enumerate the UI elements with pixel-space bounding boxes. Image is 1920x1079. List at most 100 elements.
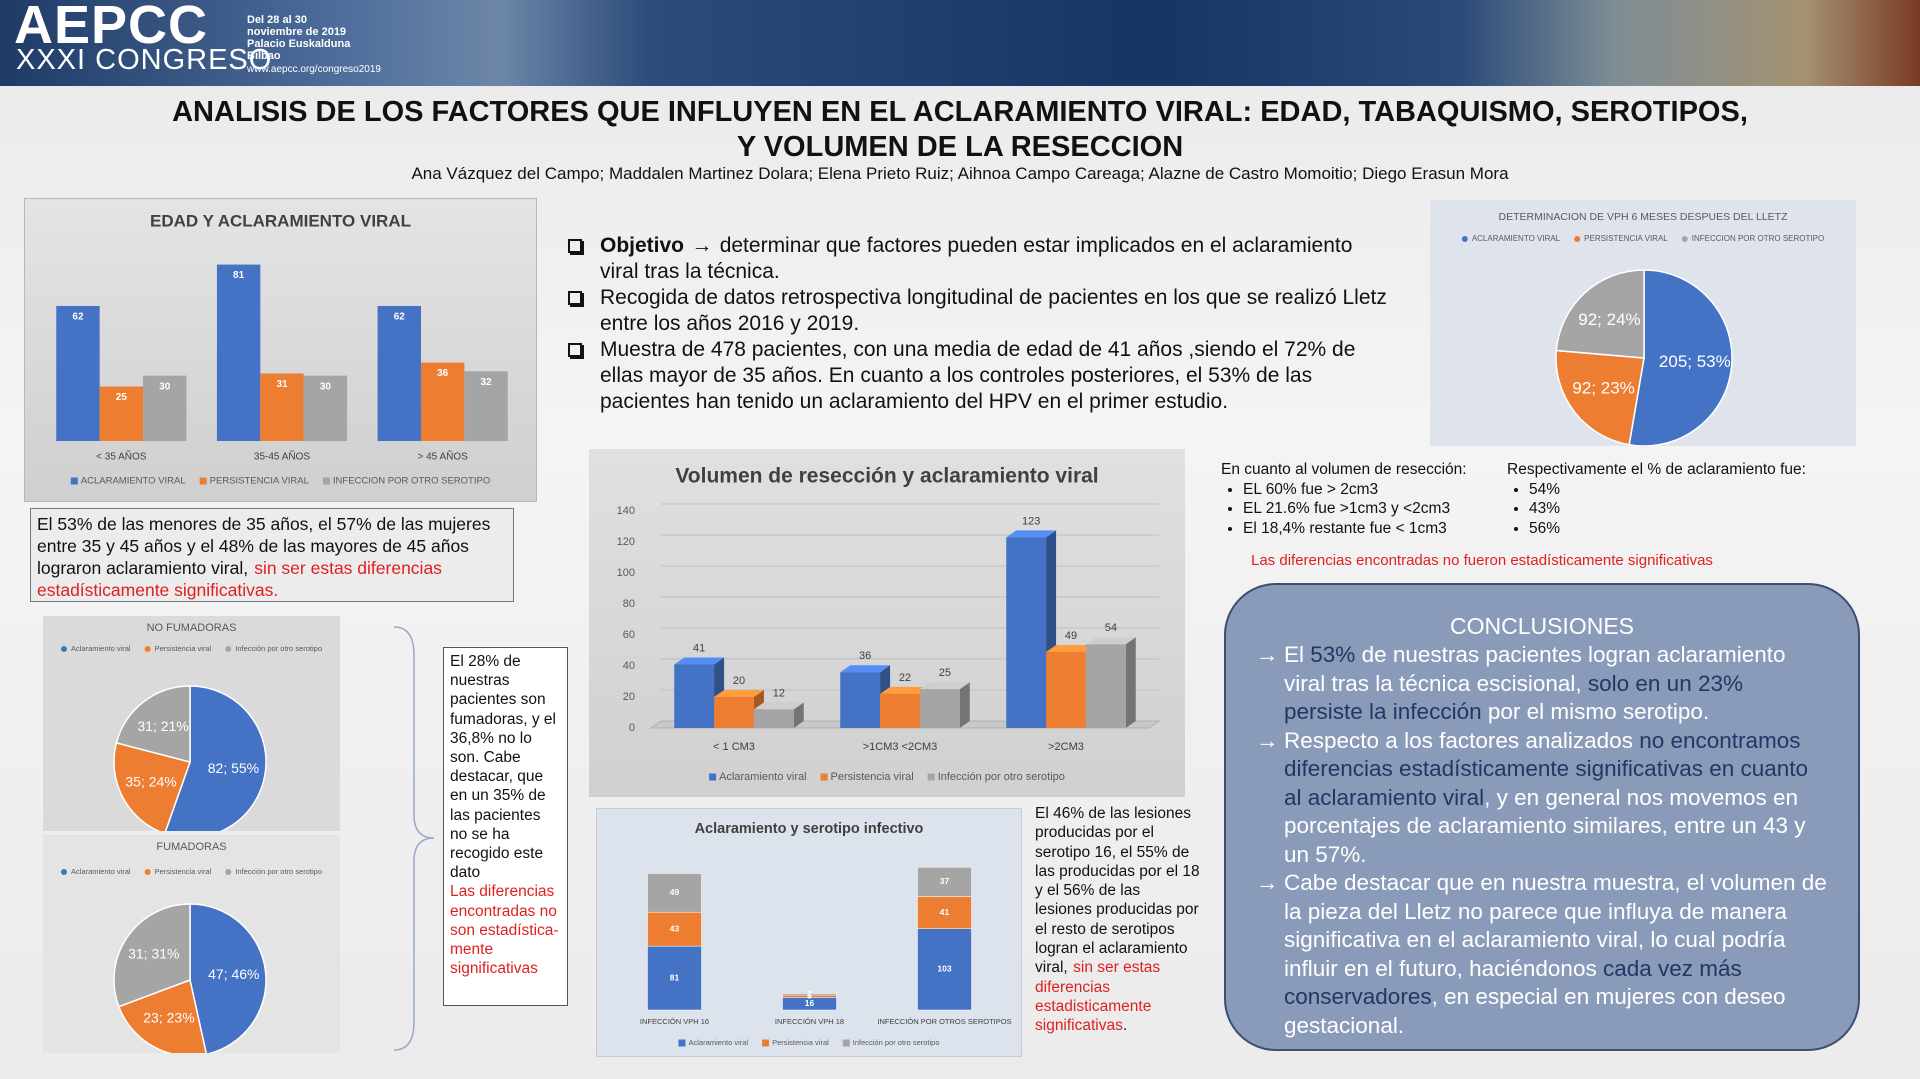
legend: ACLARAMIENTO VIRAL PERSISTENCIA VIRAL INFE…	[70, 476, 490, 487]
bar-top	[1006, 530, 1057, 538]
bar	[56, 305, 100, 441]
legend-label: Persistencia viral	[772, 1038, 829, 1047]
bar	[917, 896, 972, 929]
bar	[917, 928, 972, 1011]
bar-top	[1046, 645, 1096, 653]
legend-marker	[1574, 236, 1581, 242]
legend-label: Aclaramiento viral	[688, 1038, 748, 1047]
bar	[1006, 530, 1057, 728]
url: www.aepcc.org/congreso2019	[247, 64, 381, 75]
value-label: 81	[670, 972, 680, 982]
legend-label: PERSISTENCIA VIRAL	[210, 476, 309, 487]
value-label: 12	[773, 687, 785, 699]
pie-slice	[113, 741, 191, 831]
volume-heading: Respectivamente el % de aclaramiento fue…	[1507, 461, 1806, 478]
conclusion-text: por el mismo serotipo.	[1481, 699, 1710, 724]
legend: Aclaramiento viral Persistencia viral Infe…	[60, 867, 322, 876]
y-tick-label: 120	[617, 536, 635, 548]
bar-front	[1006, 537, 1047, 728]
conclusion-paragraph: → Respecto a los factores analizados no e…	[1256, 727, 1828, 870]
value-label: 25	[939, 667, 951, 679]
dates: Del 28 al 30	[247, 14, 307, 26]
y-tick-label: 60	[623, 629, 635, 641]
legend-label: Persistencia viral	[155, 867, 212, 876]
bar-front	[714, 697, 754, 728]
legend-marker	[144, 869, 151, 875]
pie-label: 82; 55%	[208, 760, 259, 776]
bar	[99, 386, 144, 441]
logo: AEPCC	[14, 0, 209, 55]
legend-marker	[709, 773, 717, 781]
bar-front	[753, 709, 794, 728]
objectives: Objetivo → determinar que factores pueden …	[566, 233, 1396, 415]
bar-top	[714, 690, 764, 697]
note-text: El 28% de nuestras pacientes son fumador…	[450, 653, 556, 882]
conclusions-title: CONCLUSIONES	[1449, 613, 1635, 639]
y-tick-label: 80	[623, 598, 635, 610]
legend-marker	[225, 869, 232, 875]
legend-marker	[144, 646, 151, 652]
pie-slice	[1555, 269, 1645, 359]
legend-label: Infección por otro serotipo	[235, 644, 322, 653]
volume-highlight: Las diferencias encontradas no fueron es…	[1251, 552, 1713, 569]
venue: Palacio Euskalduna	[247, 38, 351, 50]
congress-name: XXXI CONGRESO	[16, 44, 273, 76]
banner: AEPCC XXXI CONGRESO Del 28 al 30 noviemb…	[0, 0, 1920, 86]
value-label: 43	[670, 923, 680, 933]
legend-label: Infección por otro serotipo	[853, 1038, 940, 1047]
conclusions: CONCLUSIONES → El 53% de nuestras pacient…	[1224, 583, 1860, 1051]
legend: ACLARAMIENTO VIRAL PERSISTENCIA VIRAL INFE…	[1461, 234, 1824, 243]
pie-slice	[117, 978, 207, 1053]
chart-title: DETERMINACION DE VPH 6 MESES DESPUES DEL…	[1498, 211, 1788, 223]
pie-slice	[115, 685, 191, 763]
bar	[647, 873, 702, 913]
bar	[840, 665, 891, 728]
objective-label: Objetivo	[600, 234, 685, 257]
value-label: 25	[116, 392, 128, 403]
x-tick-label: >2CM3	[1048, 741, 1084, 753]
legend-label: INFECCION POR OTRO SEROTIPO	[333, 476, 490, 487]
legend-marker	[820, 773, 828, 781]
value-label: 16	[805, 998, 815, 1008]
chart-title: Volumen de resección y aclaramiento vira…	[675, 465, 1098, 488]
conclusion-text: Cabe destacar que en nuestra muestra, el…	[1284, 870, 1827, 981]
y-tick-label: 0	[629, 722, 635, 734]
bar-front	[840, 672, 881, 728]
pie-slice	[189, 903, 267, 1053]
value-label: 22	[899, 672, 911, 684]
legend: Aclaramiento viral Persistencia viral Infe…	[678, 1038, 940, 1047]
bar-front	[1085, 644, 1126, 728]
chart-title: Aclaramiento y serotipo infectivo	[695, 821, 924, 837]
volume-item: 43%	[1529, 499, 1806, 519]
legend-marker	[322, 477, 330, 485]
city: Bilbao	[247, 50, 281, 62]
bar	[303, 375, 348, 441]
x-tick-label: 35-45 AÑOS	[254, 450, 310, 463]
objective-item: Objetivo → determinar que factores pueden …	[566, 233, 1396, 285]
pie-label: 92; 23%	[1572, 379, 1634, 398]
value-label: 123	[1022, 515, 1040, 527]
pie-slice	[1628, 269, 1733, 446]
legend-marker	[842, 1039, 850, 1047]
pie-label: 31; 21%	[137, 718, 188, 734]
conclusion-paragraph: → Cabe destacar que en nuestra muestra, e…	[1256, 869, 1828, 1040]
value-label: 31	[276, 379, 288, 390]
legend-label: Aclaramiento viral	[71, 867, 131, 876]
legend-marker	[762, 1039, 770, 1047]
bar-top	[840, 665, 891, 673]
non-smokers-chart: NO FUMADORAS 82; 55% 35; 24% 31; 21% Aclaram…	[43, 616, 340, 831]
legend-label: Aclaramiento viral	[71, 644, 131, 653]
value-label: 37	[940, 876, 950, 886]
smokers-chart: FUMADORAS 47; 46% 23; 23% 31; 31% Aclaramien…	[43, 835, 340, 1053]
value-label: 49	[1065, 630, 1077, 642]
bar	[464, 371, 508, 441]
objective-item: Recogida de datos retrospectiva longitud…	[566, 285, 1396, 337]
volume-list: 54%43%56%	[1507, 480, 1806, 539]
note-highlight: Las diferencias encontradas no son estad…	[450, 883, 559, 978]
legend-label: PERSISTENCIA VIRAL	[1584, 234, 1668, 243]
bar	[782, 993, 837, 996]
legend-marker	[678, 1039, 686, 1047]
value-label: 2	[807, 988, 812, 998]
legend-label: Infección por otro serotipo	[235, 867, 322, 876]
